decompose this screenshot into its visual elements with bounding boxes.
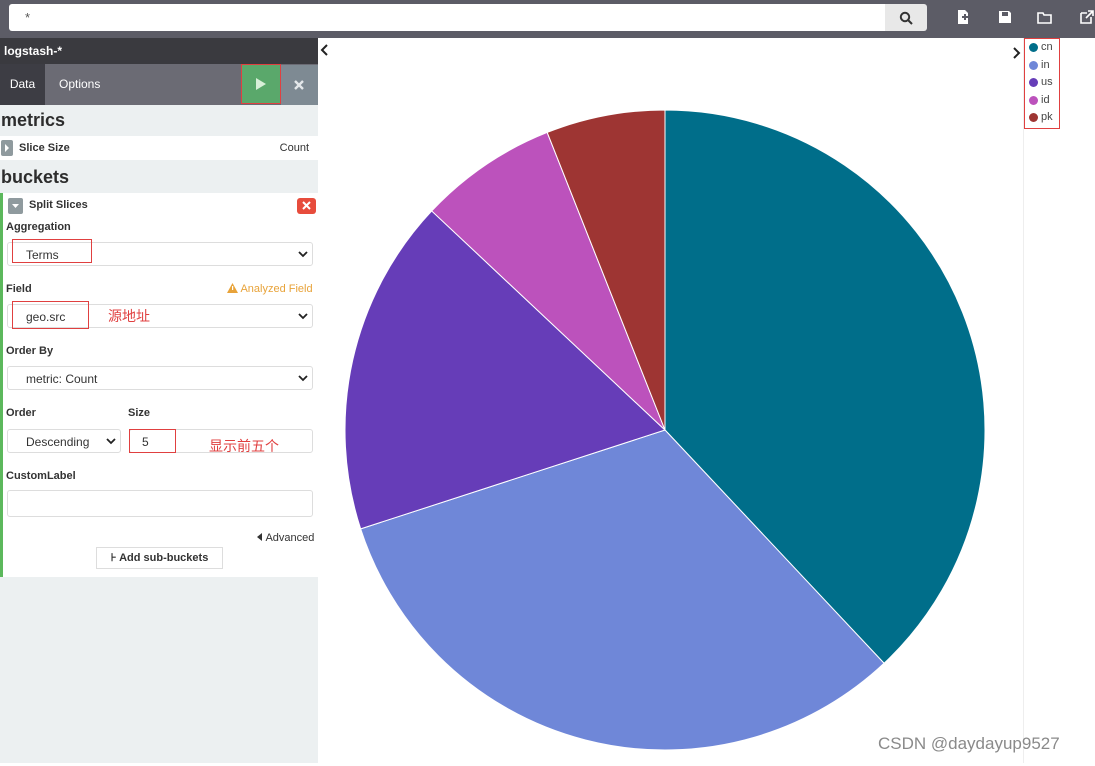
legend-label: pk [1041, 111, 1053, 123]
legend-dot [1029, 95, 1038, 105]
metrics-heading: metrics [1, 110, 66, 130]
slice-size-label: Slice Size [19, 142, 70, 154]
save-icon[interactable] [997, 9, 1013, 25]
play-icon [256, 78, 266, 90]
caret-right-icon [5, 144, 9, 152]
sub-bucket-icon: ⊦ [110, 552, 117, 564]
legend-dot [1029, 78, 1038, 87]
order-value: Descending [26, 435, 90, 449]
order-label: Order [6, 407, 36, 419]
advanced-label: Advanced [265, 532, 315, 544]
pie-slice-id[interactable] [431, 131, 666, 431]
remove-bucket-button[interactable] [297, 198, 316, 214]
field-value: geo.src [26, 310, 66, 324]
discard-changes-button[interactable] [281, 65, 318, 105]
split-slices-label: Split Slices [29, 199, 88, 211]
legend-dot [1029, 43, 1038, 52]
chevron-down-icon [298, 313, 308, 320]
order-select[interactable]: Descending [7, 429, 121, 453]
chevron-down-icon [298, 375, 308, 382]
warning-icon [227, 283, 238, 293]
search-button[interactable] [885, 4, 927, 31]
field-annotation: 源地址 [108, 308, 150, 324]
index-pattern-bar: logstash-* [0, 38, 318, 64]
legend-label: us [1041, 76, 1053, 88]
annotation-box-aggregation [12, 239, 92, 263]
collapse-bucket-button[interactable] [8, 198, 23, 214]
size-annotation: 显示前五个 [209, 438, 279, 454]
pie-slice-in[interactable] [360, 429, 885, 751]
size-label: Size [128, 407, 151, 419]
collapse-sidebar-icon[interactable] [319, 40, 330, 60]
order-by-value: metric: Count [26, 372, 98, 386]
apply-changes-button[interactable] [241, 64, 281, 104]
close-icon [302, 201, 311, 210]
annotation-box-size [129, 429, 176, 453]
new-visualization-icon[interactable] [955, 9, 971, 25]
buckets-heading: buckets [1, 167, 70, 187]
caret-down-icon [12, 204, 19, 208]
top-toolbar: * [0, 0, 1095, 38]
share-icon[interactable] [1079, 9, 1095, 25]
add-sub-buckets-button[interactable]: ⊦ Add sub-buckets [96, 547, 223, 569]
collapse-legend-icon[interactable] [1011, 46, 1021, 60]
field-label: Field [6, 283, 32, 295]
watermark: CSDN @daydayup9527 [878, 734, 1060, 753]
chart-canvas [330, 38, 1023, 763]
legend: cn in us id pk [1024, 38, 1060, 129]
aggregation-value: Terms [26, 248, 59, 262]
tab-options[interactable]: Options [59, 77, 101, 91]
tab-data[interactable]: Data [0, 64, 45, 105]
search-icon [899, 11, 913, 25]
chevron-down-icon [298, 251, 308, 258]
advanced-toggle[interactable]: Advanced [257, 532, 314, 544]
custom-label-label: CustomLabel [6, 470, 76, 482]
metric-slice-size[interactable]: Slice Size Count [0, 136, 318, 160]
legend-dot [1029, 113, 1038, 122]
legend-label: in [1041, 58, 1050, 71]
pie-slice-us[interactable] [344, 210, 666, 530]
close-icon [294, 80, 304, 90]
annotation-box-field [12, 301, 89, 329]
order-by-label: Order By [6, 345, 54, 357]
pie-slice-cn[interactable] [664, 109, 986, 664]
split-slices-panel: Split Slices Aggregation Terms Field Ana… [0, 193, 318, 577]
expand-metric-button[interactable] [1, 140, 13, 156]
size-value: 5 [142, 435, 149, 449]
add-sub-buckets-label: Add sub-buckets [119, 552, 209, 564]
open-folder-icon[interactable] [1037, 9, 1053, 25]
legend-panel [1013, 38, 1095, 763]
custom-label-input[interactable] [7, 490, 313, 517]
field-select[interactable]: geo.src [7, 304, 313, 328]
chevron-down-icon [106, 438, 116, 445]
analyzed-field-text: Analyzed Field [240, 283, 313, 295]
analyzed-field-warning: Analyzed Field [227, 283, 313, 295]
pie-slice-pk[interactable] [546, 109, 666, 431]
index-pattern-name: logstash-* [4, 44, 63, 58]
pie-chart [344, 109, 986, 751]
editor-tabs: Data Options [0, 64, 318, 105]
size-input[interactable]: 5 [129, 429, 313, 453]
order-by-select[interactable]: metric: Count [7, 366, 313, 390]
legend-label: cn [1041, 41, 1053, 53]
legend-dot [1029, 60, 1038, 70]
query-value: * [25, 10, 31, 25]
legend-label: id [1041, 93, 1050, 106]
slice-size-value: Count [279, 142, 309, 154]
aggregation-label: Aggregation [6, 221, 71, 233]
caret-left-icon [257, 533, 262, 541]
query-input[interactable]: * [9, 4, 885, 31]
